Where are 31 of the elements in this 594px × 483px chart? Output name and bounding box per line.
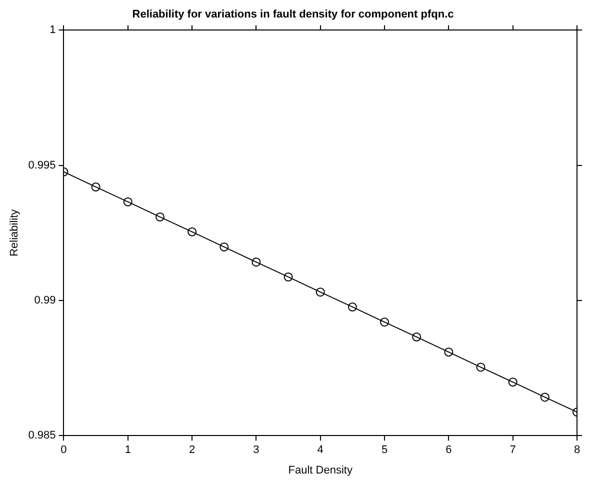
- point: [476, 362, 486, 372]
- y-tick-label: 1: [50, 24, 56, 36]
- point: [284, 272, 293, 282]
- point: [412, 332, 422, 342]
- point: [316, 288, 325, 297]
- point: [540, 392, 550, 402]
- y-tick-label: 0.985: [28, 430, 56, 442]
- y-tick-label: 0.99: [34, 294, 56, 306]
- x-tick-label: 1: [124, 444, 131, 456]
- point: [380, 318, 390, 327]
- point: [220, 242, 229, 252]
- point: [444, 348, 454, 357]
- y-axis-title: Reliability: [8, 208, 21, 256]
- point: [252, 258, 261, 267]
- x-tick-label: 3: [253, 444, 260, 456]
- point: [123, 197, 132, 206]
- point: [91, 182, 100, 192]
- x-tick-label: 8: [574, 444, 580, 456]
- point: [508, 378, 518, 387]
- point: [348, 302, 357, 312]
- point: [188, 227, 197, 236]
- x-tick-label: 0: [60, 444, 67, 456]
- point: [155, 212, 164, 222]
- x-tick-label: 2: [188, 444, 196, 456]
- x-tick-label: 5: [381, 444, 388, 456]
- y-tick-label: 0.995: [28, 159, 56, 172]
- x-axis-title: Fault Density: [288, 464, 353, 476]
- x-tick-label: 4: [317, 444, 324, 456]
- x-tick-label: 7: [510, 444, 516, 456]
- x-tick-label: 6: [446, 444, 452, 456]
- chart-title: Reliability for variations in fault density for component pfqn.c: [132, 8, 454, 21]
